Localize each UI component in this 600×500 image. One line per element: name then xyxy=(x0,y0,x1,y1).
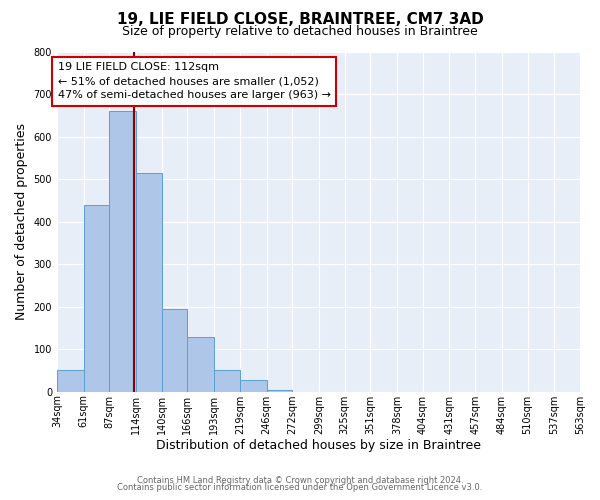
Text: Size of property relative to detached houses in Braintree: Size of property relative to detached ho… xyxy=(122,25,478,38)
Y-axis label: Number of detached properties: Number of detached properties xyxy=(15,123,28,320)
Text: Contains HM Land Registry data © Crown copyright and database right 2024.: Contains HM Land Registry data © Crown c… xyxy=(137,476,463,485)
Bar xyxy=(83,204,109,392)
Text: 19 LIE FIELD CLOSE: 112sqm
← 51% of detached houses are smaller (1,052)
47% of s: 19 LIE FIELD CLOSE: 112sqm ← 51% of deta… xyxy=(58,62,331,100)
Bar xyxy=(266,390,292,392)
Bar xyxy=(136,172,162,392)
Text: 19, LIE FIELD CLOSE, BRAINTREE, CM7 3AD: 19, LIE FIELD CLOSE, BRAINTREE, CM7 3AD xyxy=(116,12,484,28)
Text: Contains public sector information licensed under the Open Government Licence v3: Contains public sector information licen… xyxy=(118,484,482,492)
Bar xyxy=(162,309,187,392)
Bar xyxy=(109,111,136,392)
Bar xyxy=(214,370,240,392)
X-axis label: Distribution of detached houses by size in Braintree: Distribution of detached houses by size … xyxy=(156,440,481,452)
Bar xyxy=(240,380,266,392)
Bar xyxy=(187,337,214,392)
Bar xyxy=(57,370,83,392)
